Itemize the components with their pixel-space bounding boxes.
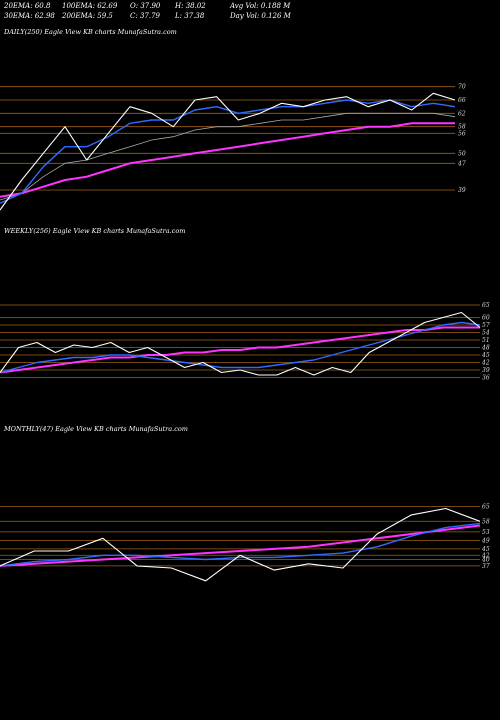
header-ema20: 20EMA: 60.8 — [4, 2, 51, 10]
y-tick-label: 36 — [482, 375, 490, 382]
y-tick-label: 45 — [481, 546, 490, 553]
ema-fast-line — [0, 522, 481, 567]
y-tick-label: 62 — [458, 110, 466, 117]
y-tick-label: 60 — [482, 315, 490, 322]
y-tick-label: 54 — [482, 330, 490, 337]
ema-slow-line — [0, 112, 456, 201]
y-tick-label: 39 — [458, 187, 466, 194]
y-tick-label: 48 — [481, 345, 490, 352]
header-dayvol: Day Vol: 0.126 M — [230, 12, 291, 20]
y-tick-label: 58 — [458, 124, 466, 131]
header-ema30: 30EMA: 62.98 — [4, 12, 55, 20]
y-tick-label: 49 — [481, 537, 490, 544]
header-avgvol: Avg Vol: 0.188 M — [230, 2, 291, 10]
price-line — [0, 92, 456, 211]
header-ema100: 100EMA: 62.69 — [62, 2, 118, 10]
y-tick-label: 42 — [481, 552, 490, 559]
y-tick-label: 40 — [481, 557, 490, 564]
y-tick-label: 45 — [481, 352, 490, 359]
y-tick-label: 42 — [481, 360, 490, 367]
y-tick-label: 47 — [457, 160, 466, 167]
header-close: C: 37.79 — [130, 12, 160, 20]
y-tick-label: 65 — [482, 302, 490, 309]
y-tick-label: 37 — [482, 563, 490, 570]
header-high: H: 38.02 — [175, 2, 206, 10]
y-tick-label: 51 — [482, 337, 490, 344]
y-tick-label: 70 — [458, 84, 466, 91]
price-line — [0, 311, 481, 376]
y-tick-label: 66 — [458, 97, 466, 104]
ema200-line — [0, 524, 481, 567]
panel-label-daily: DAILY(250) Eagle View KB charts MunafaSu… — [4, 28, 177, 36]
panel-label-weekly: WEEKLY(256) Eagle View KB charts MunafaS… — [4, 227, 186, 235]
y-tick-label: 65 — [482, 503, 490, 510]
header-open: O: 37.90 — [130, 2, 161, 10]
ema-fast-line — [0, 99, 456, 204]
header-ema200: 200EMA: 59.5 — [62, 12, 113, 20]
y-tick-label: 57 — [482, 322, 490, 329]
header-low: L: 37.38 — [175, 12, 205, 20]
y-tick-label: 58 — [482, 518, 490, 525]
y-tick-label: 56 — [458, 130, 466, 137]
y-tick-label: 39 — [482, 367, 490, 374]
y-tick-label: 53 — [482, 529, 490, 536]
ema-fast-line — [0, 321, 481, 374]
ema200-line — [0, 326, 480, 374]
panel-label-monthly: MONTHLY(47) Eagle View KB charts MunafaS… — [4, 425, 188, 433]
ema200-line — [0, 122, 455, 198]
y-tick-label: 50 — [458, 150, 466, 157]
price-line — [0, 507, 481, 582]
